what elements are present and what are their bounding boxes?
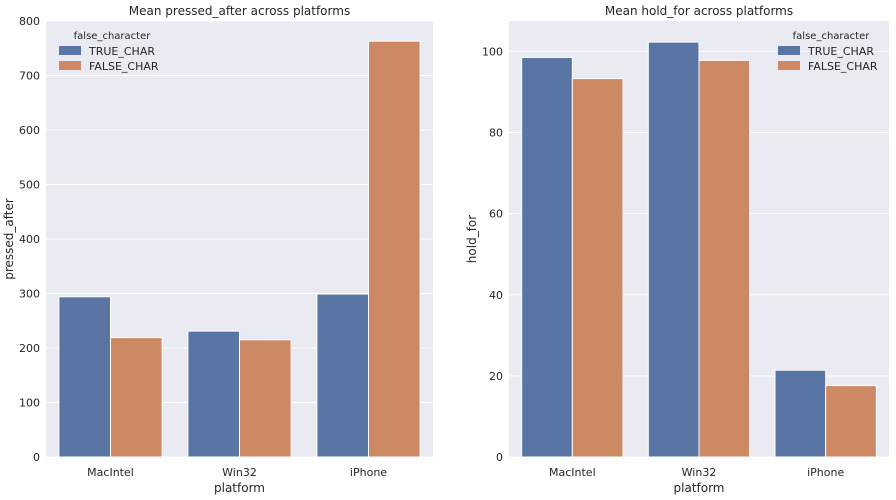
chart-title: Mean hold_for across platforms: [605, 4, 793, 18]
legend-swatch: [778, 61, 800, 70]
y-tick-label: 200: [19, 342, 40, 355]
legend-label: FALSE_CHAR: [808, 60, 878, 73]
y-tick-label: 100: [19, 397, 40, 410]
x-tick-label: MacIntel: [87, 466, 134, 479]
bar-true-char-iphone: [774, 369, 827, 458]
y-tick-label: 80: [489, 127, 503, 140]
legend-title: false_character: [793, 31, 871, 42]
legend-swatch: [59, 46, 81, 55]
bar-false-char-macintel: [571, 78, 624, 458]
x-tick-label: iPhone: [807, 466, 844, 479]
x-tick-label: Win32: [222, 466, 257, 479]
y-tick-label: 800: [19, 15, 40, 28]
y-tick-label: 20: [489, 370, 503, 383]
y-tick-label: 400: [19, 233, 40, 246]
y-tick-label: 700: [19, 70, 40, 83]
bar-true-char-iphone: [316, 293, 369, 458]
y-tick-label: 0: [33, 451, 40, 464]
y-axis-label: hold_for: [465, 215, 479, 263]
bar-true-char-macintel: [58, 296, 111, 458]
bar-true-char-macintel: [521, 57, 573, 458]
y-tick-label: 600: [19, 124, 40, 137]
legend-label: TRUE_CHAR: [88, 45, 155, 58]
x-axis-label: platform: [214, 481, 265, 495]
y-tick-label: 300: [19, 288, 40, 301]
bar-false-char-iphone: [368, 40, 421, 458]
y-tick-label: 0: [496, 451, 503, 464]
legend-label: FALSE_CHAR: [89, 60, 159, 73]
bar-true-char-win32: [647, 41, 700, 458]
chart-title: Mean pressed_after across platforms: [129, 4, 350, 18]
y-tick-label: 500: [19, 179, 40, 192]
y-tick-label: 100: [482, 45, 503, 58]
legend-title: false_character: [74, 31, 152, 42]
x-tick-label: MacIntel: [549, 466, 596, 479]
x-tick-label: Win32: [682, 466, 717, 479]
legend: false_character TRUE_CHAR FALSE_CHAR: [778, 31, 878, 73]
y-tick-label: 60: [489, 208, 503, 221]
legend-swatch: [778, 46, 800, 55]
bar-false-char-win32: [698, 59, 751, 458]
chart-hold-for: 0 20 40 60 80 100 MacIntel Win32 iPhone Mean hold…: [465, 4, 889, 495]
x-tick-label: iPhone: [350, 466, 387, 479]
chart-pressed-after: 0 100 200 300 400 500 600 700 800 MacIntel Win32 iP…: [2, 4, 433, 495]
bar-false-char-macintel: [110, 337, 163, 458]
x-axis-label: platform: [674, 481, 725, 495]
bar-false-char-iphone: [825, 385, 877, 458]
bar-true-char-win32: [187, 330, 240, 458]
legend-swatch: [59, 61, 81, 70]
y-tick-label: 40: [489, 289, 503, 302]
bar-false-char-win32: [239, 339, 292, 458]
y-axis-label: pressed_after: [2, 198, 16, 280]
legend: false_character TRUE_CHAR FALSE_CHAR: [59, 31, 159, 73]
legend-label: TRUE_CHAR: [807, 45, 874, 58]
